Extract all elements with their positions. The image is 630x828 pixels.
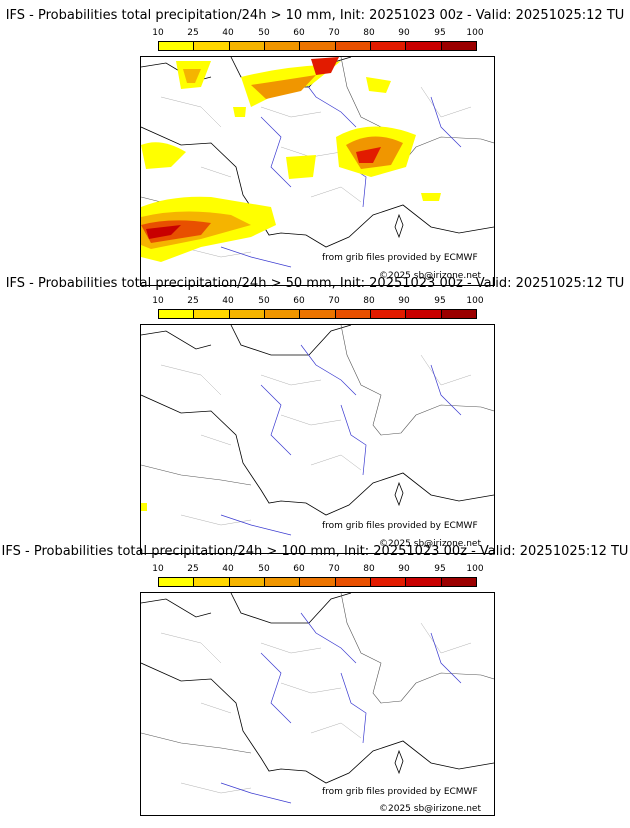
colorbar-swatch bbox=[370, 578, 407, 586]
source-attribution: from grib files provided by ECMWF bbox=[322, 787, 478, 797]
colorbar-swatch bbox=[335, 578, 371, 586]
tick-label: 80 bbox=[363, 28, 375, 38]
colorbar-swatch bbox=[159, 578, 195, 586]
panel-title: IFS - Probabilities total precipitation/… bbox=[5, 8, 625, 23]
tick-label: 40 bbox=[222, 296, 234, 306]
precip-probability-field bbox=[141, 503, 147, 511]
map-area[interactable]: from grib files provided by ECMWF ©2025 … bbox=[140, 56, 495, 286]
precip-probability-field bbox=[141, 57, 441, 262]
colorbar-swatch bbox=[194, 310, 230, 318]
tick-label: 60 bbox=[293, 564, 305, 574]
tick-label: 100 bbox=[466, 296, 484, 306]
colorbar bbox=[158, 577, 477, 587]
colorbar-swatch bbox=[159, 310, 195, 318]
colorbar-swatch bbox=[264, 42, 301, 50]
copyright-text: ©2025 sb@irizone.net bbox=[379, 539, 481, 549]
source-attribution: from grib files provided by ECMWF bbox=[322, 253, 478, 263]
tick-label: 80 bbox=[363, 564, 375, 574]
colorbar-swatch bbox=[300, 42, 336, 50]
colorbar-swatch bbox=[335, 42, 371, 50]
panel-50mm: IFS - Probabilities total precipitation/… bbox=[0, 276, 630, 554]
colorbar-swatch bbox=[406, 310, 442, 318]
panel-100mm: IFS - Probabilities total precipitation/… bbox=[0, 544, 630, 818]
colorbar-swatch bbox=[194, 578, 230, 586]
colorbar-swatch bbox=[229, 42, 265, 50]
copyright-text: ©2025 sb@irizone.net bbox=[379, 271, 481, 281]
tick-label: 95 bbox=[434, 564, 446, 574]
map-basemap bbox=[141, 325, 494, 536]
colorbar-swatch bbox=[300, 310, 336, 318]
colorbar-swatch bbox=[370, 310, 407, 318]
colorbar-swatch bbox=[264, 578, 301, 586]
tick-label: 95 bbox=[434, 296, 446, 306]
tick-label: 70 bbox=[328, 28, 340, 38]
tick-label: 25 bbox=[187, 296, 199, 306]
colorbar-swatch bbox=[441, 310, 476, 318]
tick-label: 10 bbox=[152, 564, 164, 574]
panel-title: IFS - Probabilities total precipitation/… bbox=[5, 276, 625, 291]
tick-label: 40 bbox=[222, 28, 234, 38]
tick-label: 90 bbox=[398, 28, 410, 38]
colorbar-ticks: 10 25 40 50 60 70 80 90 95 100 bbox=[0, 564, 630, 576]
tick-label: 40 bbox=[222, 564, 234, 574]
tick-label: 90 bbox=[398, 296, 410, 306]
colorbar-swatch bbox=[229, 578, 265, 586]
colorbar-ticks: 10 25 40 50 60 70 80 90 95 100 bbox=[0, 296, 630, 308]
tick-label: 10 bbox=[152, 296, 164, 306]
colorbar-swatch bbox=[441, 42, 476, 50]
source-attribution: from grib files provided by ECMWF bbox=[322, 521, 478, 531]
copyright-text: ©2025 sb@irizone.net bbox=[379, 804, 481, 814]
colorbar-swatch bbox=[335, 310, 371, 318]
map-area[interactable]: from grib files provided by ECMWF ©2025 … bbox=[140, 592, 495, 816]
tick-label: 95 bbox=[434, 28, 446, 38]
map-basemap bbox=[141, 57, 494, 268]
colorbar-swatch bbox=[406, 578, 442, 586]
tick-label: 60 bbox=[293, 296, 305, 306]
tick-label: 100 bbox=[466, 28, 484, 38]
tick-label: 80 bbox=[363, 296, 375, 306]
colorbar bbox=[158, 41, 477, 51]
tick-label: 50 bbox=[258, 28, 270, 38]
colorbar-swatch bbox=[229, 310, 265, 318]
panel-10mm: IFS - Probabilities total precipitation/… bbox=[0, 8, 630, 286]
tick-label: 25 bbox=[187, 28, 199, 38]
colorbar-swatch bbox=[300, 578, 336, 586]
tick-label: 50 bbox=[258, 564, 270, 574]
panel-title: IFS - Probabilities total precipitation/… bbox=[1, 544, 629, 559]
tick-label: 25 bbox=[187, 564, 199, 574]
colorbar-swatch bbox=[264, 310, 301, 318]
tick-label: 70 bbox=[328, 564, 340, 574]
tick-label: 90 bbox=[398, 564, 410, 574]
colorbar-swatch bbox=[159, 42, 195, 50]
tick-label: 60 bbox=[293, 28, 305, 38]
map-area[interactable]: from grib files provided by ECMWF ©2025 … bbox=[140, 324, 495, 554]
tick-label: 50 bbox=[258, 296, 270, 306]
colorbar-swatch bbox=[441, 578, 476, 586]
colorbar bbox=[158, 309, 477, 319]
colorbar-ticks: 10 25 40 50 60 70 80 90 95 100 bbox=[0, 28, 630, 40]
map-basemap bbox=[141, 593, 494, 804]
tick-label: 100 bbox=[466, 564, 484, 574]
tick-label: 70 bbox=[328, 296, 340, 306]
colorbar-swatch bbox=[194, 42, 230, 50]
colorbar-swatch bbox=[406, 42, 442, 50]
tick-label: 10 bbox=[152, 28, 164, 38]
colorbar-swatch bbox=[370, 42, 407, 50]
